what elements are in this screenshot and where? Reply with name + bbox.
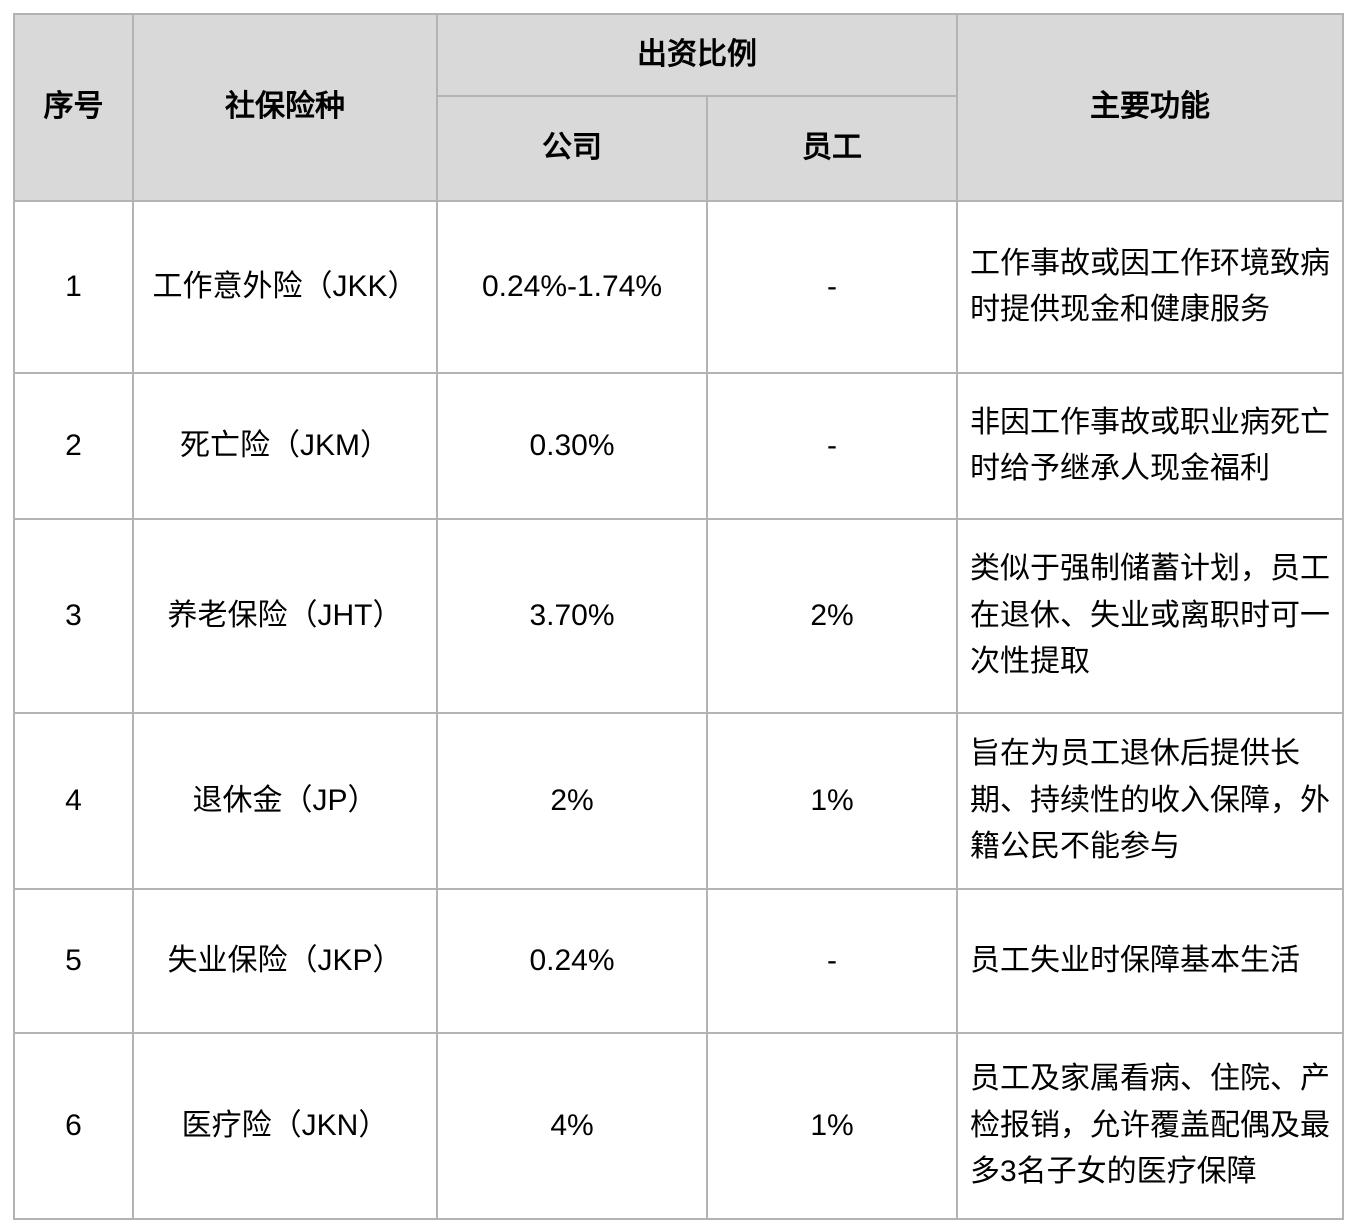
table-row: 3 养老保险（JHT） 3.70% 2% 类似于强制储蓄计划，员工在退休、失业或… <box>13 518 1344 714</box>
header-cell-main-function: 主要功能 <box>956 13 1344 202</box>
table-body: 1 工作意外险（JKK） 0.24%-1.74% - 工作事故或因工作环境致病时… <box>13 200 1344 1220</box>
header-cell-contribution-ratio: 出资比例 <box>436 13 958 97</box>
header-cell-company: 公司 <box>436 95 708 202</box>
table-row: 4 退休金（JP） 2% 1% 旨在为员工退休后提供长期、持续性的收入保障，外籍… <box>13 712 1344 890</box>
cell-employee-ratio: 1% <box>706 712 958 890</box>
cell-employee-ratio: 1% <box>706 1032 958 1220</box>
cell-company-ratio: 2% <box>436 712 708 890</box>
cell-main-function: 员工及家属看病、住院、产检报销，允许覆盖配偶及最多3名子女的医疗保障 <box>956 1032 1344 1220</box>
table-row: 5 失业保险（JKP） 0.24% - 员工失业时保障基本生活 <box>13 888 1344 1034</box>
cell-no: 6 <box>13 1032 134 1220</box>
cell-main-function: 旨在为员工退休后提供长期、持续性的收入保障，外籍公民不能参与 <box>956 712 1344 890</box>
cell-employee-ratio: - <box>706 372 958 520</box>
cell-main-function: 类似于强制储蓄计划，员工在退休、失业或离职时可一次性提取 <box>956 518 1344 714</box>
cell-insurance-type: 医疗险（JKN） <box>132 1032 438 1220</box>
cell-insurance-type: 失业保险（JKP） <box>132 888 438 1034</box>
cell-insurance-type: 死亡险（JKM） <box>132 372 438 520</box>
cell-no: 1 <box>13 200 134 374</box>
cell-insurance-type: 工作意外险（JKK） <box>132 200 438 374</box>
table-row: 1 工作意外险（JKK） 0.24%-1.74% - 工作事故或因工作环境致病时… <box>13 200 1344 374</box>
cell-no: 3 <box>13 518 134 714</box>
table-row: 2 死亡险（JKM） 0.30% - 非因工作事故或职业病死亡时给予继承人现金福… <box>13 372 1344 520</box>
cell-company-ratio: 0.24% <box>436 888 708 1034</box>
cell-no: 2 <box>13 372 134 520</box>
cell-main-function: 工作事故或因工作环境致病时提供现金和健康服务 <box>956 200 1344 374</box>
header-cell-employee: 员工 <box>706 95 958 202</box>
header-cell-insurance-type: 社保险种 <box>132 13 438 202</box>
cell-company-ratio: 0.24%-1.74% <box>436 200 708 374</box>
header-cell-no: 序号 <box>13 13 134 202</box>
social-insurance-table: 序号 社保险种 出资比例 主要功能 公司 员工 1 工作意外险（JKK） 0.2… <box>13 13 1344 1220</box>
cell-company-ratio: 3.70% <box>436 518 708 714</box>
cell-company-ratio: 4% <box>436 1032 708 1220</box>
cell-employee-ratio: 2% <box>706 518 958 714</box>
table-row: 6 医疗险（JKN） 4% 1% 员工及家属看病、住院、产检报销，允许覆盖配偶及… <box>13 1032 1344 1220</box>
cell-main-function: 员工失业时保障基本生活 <box>956 888 1344 1034</box>
cell-employee-ratio: - <box>706 200 958 374</box>
cell-insurance-type: 养老保险（JHT） <box>132 518 438 714</box>
cell-main-function: 非因工作事故或职业病死亡时给予继承人现金福利 <box>956 372 1344 520</box>
cell-employee-ratio: - <box>706 888 958 1034</box>
table-header: 序号 社保险种 出资比例 主要功能 公司 员工 <box>13 13 1344 202</box>
cell-company-ratio: 0.30% <box>436 372 708 520</box>
cell-insurance-type: 退休金（JP） <box>132 712 438 890</box>
cell-no: 5 <box>13 888 134 1034</box>
cell-no: 4 <box>13 712 134 890</box>
